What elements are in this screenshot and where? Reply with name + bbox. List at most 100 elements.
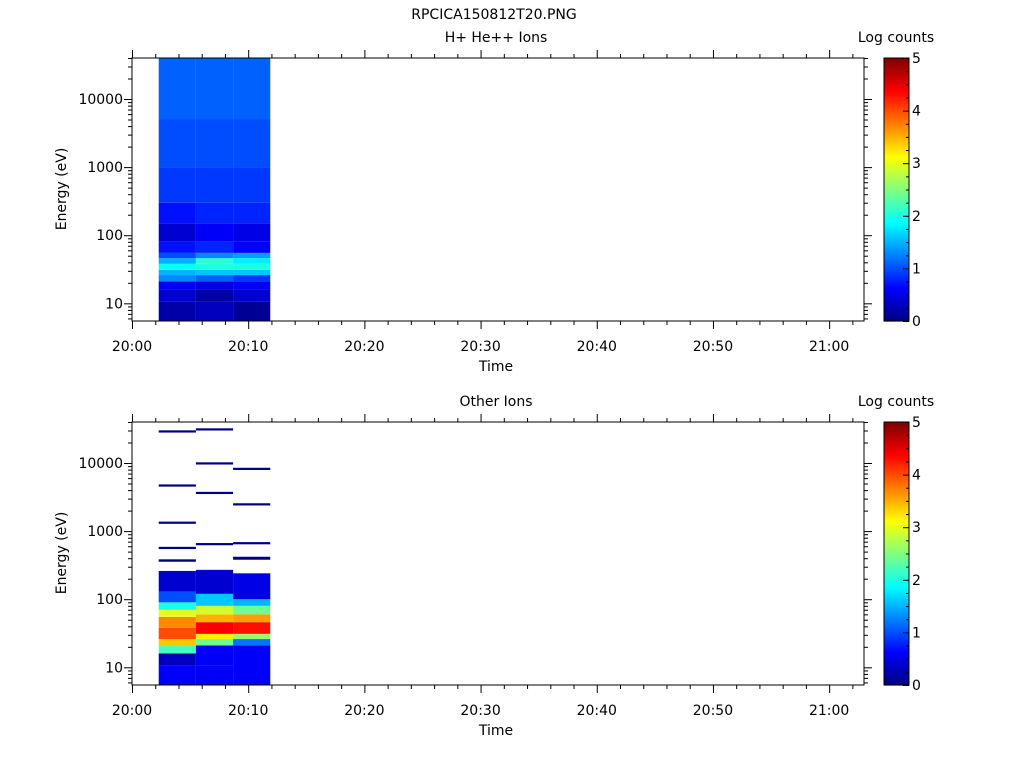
colorbar-segment xyxy=(884,216,909,219)
colorbar-segment xyxy=(884,312,909,316)
colorbar-segment xyxy=(884,288,909,291)
data-cell xyxy=(158,119,196,168)
colorbar-segment xyxy=(884,109,909,113)
colorbar-segment xyxy=(884,648,909,651)
figure-title: RPCICA150812T20.PNG xyxy=(411,7,576,23)
data-cell xyxy=(195,462,234,465)
x-tick-label: 21:00 xyxy=(809,339,849,355)
x-tick-label: 20:00 xyxy=(112,339,152,355)
y-axis-label: Energy (eV) xyxy=(54,512,70,595)
data-cell xyxy=(158,484,196,487)
colorbar-segment xyxy=(884,140,909,143)
colorbar-segment xyxy=(884,650,909,653)
colorbar-segment xyxy=(884,596,909,600)
y-tick-label: 10 xyxy=(105,296,123,312)
data-cell xyxy=(233,645,271,685)
colorbar-segment xyxy=(884,189,909,193)
data-cell xyxy=(233,605,271,615)
colorbar-segment xyxy=(884,86,909,90)
colorbar-segment xyxy=(884,615,909,618)
data-cell xyxy=(158,591,196,603)
colorbar-segment xyxy=(884,306,909,310)
colorbar-segment xyxy=(884,207,909,211)
colorbar-segment xyxy=(884,481,909,485)
colorbar-segment xyxy=(884,146,909,149)
colorbar-segment xyxy=(884,175,909,178)
colorbar-segment xyxy=(884,428,909,431)
colorbar-segment xyxy=(884,302,909,306)
colorbar-segment xyxy=(884,193,909,197)
colorbar-segment xyxy=(884,234,909,238)
colorbar-segment xyxy=(884,265,909,269)
colorbar-tick-label: 2 xyxy=(912,209,921,225)
colorbar-segment xyxy=(884,275,909,279)
x-tick-label: 20:20 xyxy=(344,703,384,719)
data-cell xyxy=(195,258,234,264)
colorbar-segment xyxy=(884,66,909,69)
x-tick-label: 20:50 xyxy=(693,703,733,719)
colorbar-tick-label: 0 xyxy=(912,314,921,330)
x-tick-label: 20:20 xyxy=(344,339,384,355)
data-cell xyxy=(233,263,271,270)
colorbar: 0 1 2 3 4 5 xyxy=(883,51,921,330)
colorbar: 0 1 2 3 4 5 xyxy=(883,415,921,694)
colorbar-segment xyxy=(884,571,909,575)
colorbar-segment xyxy=(884,613,909,616)
colorbar-tick-label: 3 xyxy=(912,520,921,536)
data-cell xyxy=(158,645,196,654)
data-cell xyxy=(158,58,196,120)
colorbar-segment xyxy=(884,567,909,571)
colorbar-segment xyxy=(884,654,909,657)
colorbar-segment xyxy=(884,259,909,263)
colorbar-segment xyxy=(884,444,909,448)
colorbar-segment xyxy=(884,680,909,684)
colorbar-segment xyxy=(884,119,909,123)
data-cell xyxy=(158,167,196,203)
colorbar-segment xyxy=(884,121,909,125)
x-axis-label: Time xyxy=(478,723,513,739)
colorbar-segment xyxy=(884,662,909,666)
colorbar-segment xyxy=(884,154,909,158)
colorbar-segment xyxy=(884,240,909,244)
colorbar-segment xyxy=(884,635,909,639)
data-cell xyxy=(158,665,196,685)
colorbar-segment xyxy=(884,300,909,304)
data-cell xyxy=(233,275,271,282)
x-tick-label: 20:10 xyxy=(228,703,268,719)
data-cell xyxy=(233,258,271,264)
data-cell xyxy=(233,119,271,168)
colorbar-segment xyxy=(884,574,909,577)
data-cell xyxy=(195,428,234,431)
colorbar-segment xyxy=(884,625,909,629)
panel-title: Other Ions xyxy=(459,394,532,410)
colorbar-segment xyxy=(884,310,909,314)
data-cell xyxy=(233,573,271,600)
colorbar-segment xyxy=(884,493,909,497)
panel-other-ions: Other Ions Energy (eV) Time Log counts 2… xyxy=(54,394,934,739)
colorbar-segment xyxy=(884,514,909,518)
colorbar-segment xyxy=(884,144,909,147)
colorbar-segment xyxy=(884,510,909,513)
colorbar-segment xyxy=(884,475,909,479)
colorbar-segment xyxy=(884,658,909,661)
colorbar-segment xyxy=(884,592,909,596)
y-tick-label: 10 xyxy=(105,660,123,676)
data-cell xyxy=(195,569,234,594)
y-tick-label: 1000 xyxy=(87,524,123,540)
colorbar-segment xyxy=(884,498,909,501)
colorbar-segment xyxy=(884,115,909,119)
colorbar-segment xyxy=(884,512,909,516)
colorbar-segment xyxy=(884,142,909,145)
data-cell xyxy=(195,639,234,646)
colorbar-tick-label: 2 xyxy=(912,573,921,589)
colorbar-segment xyxy=(884,426,909,429)
colorbar-segment xyxy=(884,440,909,444)
colorbar-segment xyxy=(884,532,909,536)
data-cell xyxy=(233,301,271,321)
data-cell xyxy=(233,633,271,640)
colorbar-segment xyxy=(884,502,909,505)
colorbar-segment xyxy=(884,442,909,446)
colorbar-segment xyxy=(884,64,909,67)
plot-frame xyxy=(131,421,865,686)
colorbar-segment xyxy=(884,68,909,71)
